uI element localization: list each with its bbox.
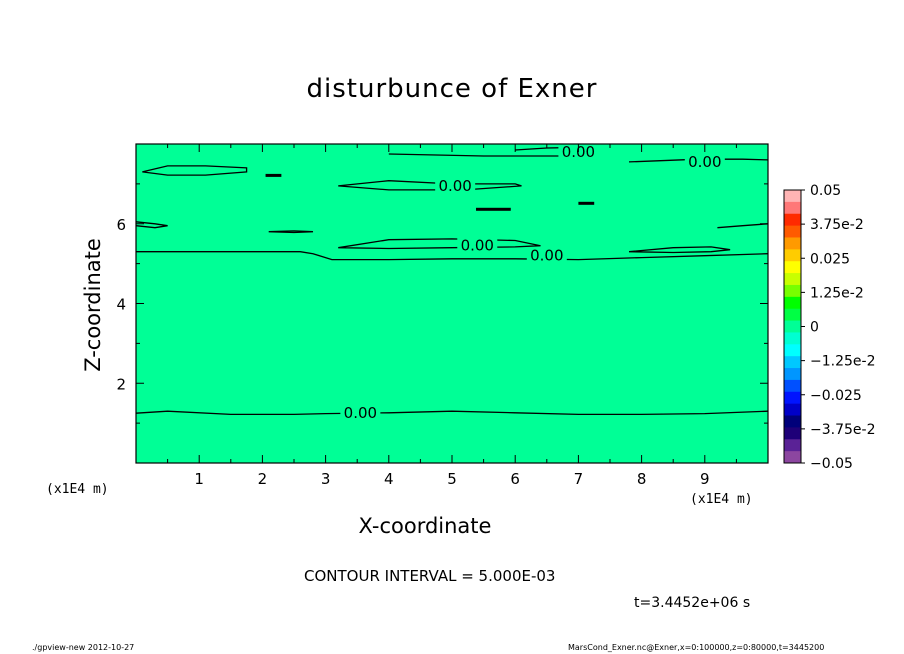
colorbar-segment [784, 190, 801, 203]
colorbar-segment [784, 356, 801, 369]
colorbar-segment [784, 368, 801, 381]
colorbar-segment [784, 344, 801, 357]
colorbar-segment [784, 439, 801, 452]
small-contour-feature [265, 173, 282, 177]
x-tick-label: 4 [384, 470, 394, 488]
x-tick-label: 9 [700, 470, 710, 488]
colorbar-label: 0.05 [810, 183, 841, 199]
colorbar-segment [784, 261, 801, 274]
colorbar-segment [784, 379, 801, 393]
contour-line [142, 165, 248, 176]
colorbar-segment [784, 249, 801, 262]
colorbar-segment [784, 201, 801, 215]
small-contour-feature [578, 201, 595, 205]
x-tick-label: 5 [447, 470, 457, 488]
contour-label: 0.00 [344, 404, 377, 422]
contour-label-bg [435, 177, 476, 193]
colorbar-segment [784, 332, 801, 345]
contour-interval-text: CONTOUR INTERVAL = 5.000E-03 [304, 567, 556, 585]
x-tick-label: 1 [194, 470, 204, 488]
contour-label: 0.00 [461, 237, 494, 255]
contour-line [135, 221, 168, 229]
colorbar-label: −1.25e-2 [810, 354, 875, 370]
contour-line [135, 410, 769, 416]
colorbar-label: −3.75e-2 [810, 422, 875, 438]
colorbar-segment [784, 213, 801, 227]
colorbar-segment [784, 237, 801, 250]
y-tick-label: 6 [116, 216, 126, 234]
contour-label: 0.00 [438, 177, 471, 195]
contour-label-bg [457, 237, 498, 253]
x-tick-label: 6 [510, 470, 520, 488]
colorbar-label: −0.05 [810, 456, 853, 472]
footer-right-text: MarsCond_Exner.nc@Exner,x=0:100000,z=0:8… [568, 643, 825, 652]
contour-line [717, 223, 769, 229]
footer-left-text: ./gpview-new 2012-10-27 [32, 643, 135, 652]
x-tick-label: 3 [321, 470, 331, 488]
colorbar-segment [784, 308, 801, 322]
contour-label-bg [526, 247, 567, 263]
colorbar-segment [784, 284, 801, 298]
y-tick-label: 2 [116, 375, 126, 393]
x-axis-label: X-coordinate [358, 514, 492, 538]
y-tick-label: 4 [116, 296, 126, 314]
x-tick-label: 2 [258, 470, 268, 488]
colorbar-segment [784, 427, 801, 440]
x-tick-label: 7 [574, 470, 584, 488]
contour-label: 0.00 [530, 247, 563, 265]
colorbar-segment [784, 451, 801, 464]
contour-line [338, 180, 522, 191]
x-unit-label: (x1E4 m) [690, 492, 753, 507]
field-fill [136, 144, 768, 463]
contour-line [136, 251, 769, 261]
colorbar-segment [784, 391, 801, 405]
small-contour-feature [476, 207, 511, 211]
time-label: t=3.4452e+06 s [634, 595, 751, 611]
colorbar-label: 1.25e-2 [810, 285, 864, 301]
colorbar-segment [784, 320, 801, 333]
colorbar-segment [784, 415, 801, 428]
contour-line [628, 246, 731, 254]
colorbar-label: 3.75e-2 [810, 217, 864, 233]
contour-label: 0.00 [688, 153, 721, 171]
colorbar-segment [784, 296, 801, 310]
colorbar-label: 0.025 [810, 251, 850, 267]
chart-title: disturbunce of Exner [306, 74, 598, 104]
contour-line [268, 230, 314, 234]
x-tick-label: 8 [637, 470, 647, 488]
colorbar-segment [784, 403, 801, 417]
colorbar-segment [784, 273, 801, 286]
colorbar-label: −0.025 [810, 388, 862, 404]
contour-label-bg [684, 153, 725, 169]
contour-label-bg [340, 405, 381, 421]
y-axis-label: Z-coordinate [81, 238, 105, 372]
colorbar-segment [784, 225, 801, 238]
contour-line [338, 238, 541, 250]
y-unit-label: (x1E4 m) [46, 482, 109, 497]
colorbar-label: 0 [810, 320, 819, 336]
